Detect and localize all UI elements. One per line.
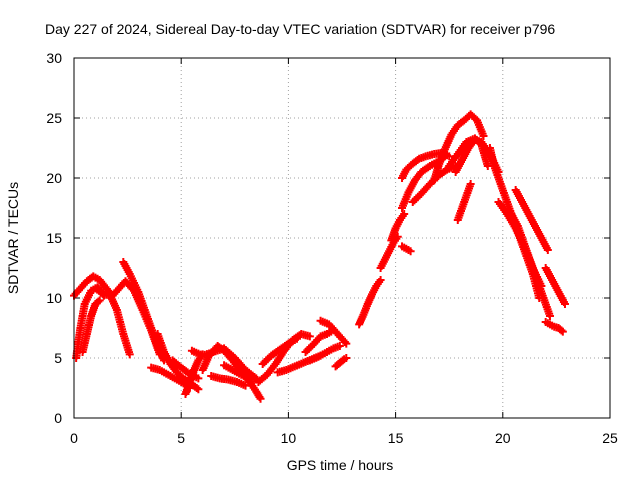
data-point <box>292 334 301 343</box>
series-track-19 <box>316 316 351 348</box>
x-axis-label: GPS time / hours <box>287 457 394 473</box>
series-track-32 <box>453 180 475 224</box>
series-track-25 <box>398 242 415 256</box>
data-point <box>342 339 351 348</box>
data-point <box>194 374 203 383</box>
series-track-14 <box>237 368 265 403</box>
y-tick-labels: 0 5 10 15 20 25 30 <box>46 50 62 426</box>
x-tick-label: 10 <box>281 430 297 446</box>
series-track-37 <box>541 264 569 308</box>
data-point <box>241 381 250 390</box>
data-point <box>479 132 488 140</box>
data-point <box>376 276 385 284</box>
data-point <box>545 312 554 320</box>
data-point <box>466 180 475 188</box>
series-track-21 <box>331 354 351 371</box>
data-point <box>557 326 566 335</box>
series-track-18 <box>301 327 336 356</box>
data-point <box>560 300 569 308</box>
series-track-38 <box>541 318 567 336</box>
x-tick-label: 0 <box>70 430 78 446</box>
series-track-20 <box>305 342 344 365</box>
data-point <box>340 338 349 346</box>
chart-title: Day 227 of 2024, Sidereal Day-to-day VTE… <box>45 21 555 37</box>
series-track-36 <box>511 186 552 254</box>
data-point <box>445 152 454 161</box>
y-tick-label: 30 <box>46 50 62 66</box>
y-tick-label: 10 <box>46 290 62 306</box>
x-tick-labels: 0 5 10 15 20 25 <box>70 430 618 446</box>
data-point <box>558 327 567 336</box>
x-tick-label: 15 <box>388 430 404 446</box>
x-tick-label: 5 <box>177 430 185 446</box>
series-track-35 <box>507 210 554 320</box>
data-point <box>256 394 265 403</box>
data-point <box>342 354 351 362</box>
series-track-9 <box>181 350 207 398</box>
y-tick-label: 0 <box>54 410 62 426</box>
series-track-24 <box>387 210 409 245</box>
y-tick-label: 5 <box>54 350 62 366</box>
x-tick-label: 20 <box>495 430 511 446</box>
data-point <box>192 384 201 392</box>
data-points <box>70 110 569 403</box>
series-track-29 <box>430 110 488 185</box>
data-point <box>194 385 203 394</box>
y-tick-label: 15 <box>46 230 62 246</box>
series-track-1 <box>70 272 134 359</box>
data-point <box>543 246 552 254</box>
y-tick-label: 25 <box>46 110 62 126</box>
plot-frame <box>73 57 611 419</box>
series-track-7 <box>153 330 203 394</box>
series-track-22 <box>355 276 385 329</box>
data-point <box>94 297 103 306</box>
data-point <box>406 247 415 256</box>
data-point <box>400 210 409 218</box>
data-point <box>125 350 134 359</box>
data-point <box>335 342 344 350</box>
data-point <box>95 296 104 305</box>
series-track-16 <box>258 334 301 368</box>
y-tick-label: 20 <box>46 170 62 186</box>
series-track-12 <box>207 372 250 390</box>
x-tick-label: 25 <box>602 430 618 446</box>
y-axis-label: SDTVAR / TECUs <box>5 182 21 294</box>
data-point <box>305 332 314 341</box>
series-track-11 <box>198 342 254 386</box>
series-track-3 <box>78 296 104 356</box>
